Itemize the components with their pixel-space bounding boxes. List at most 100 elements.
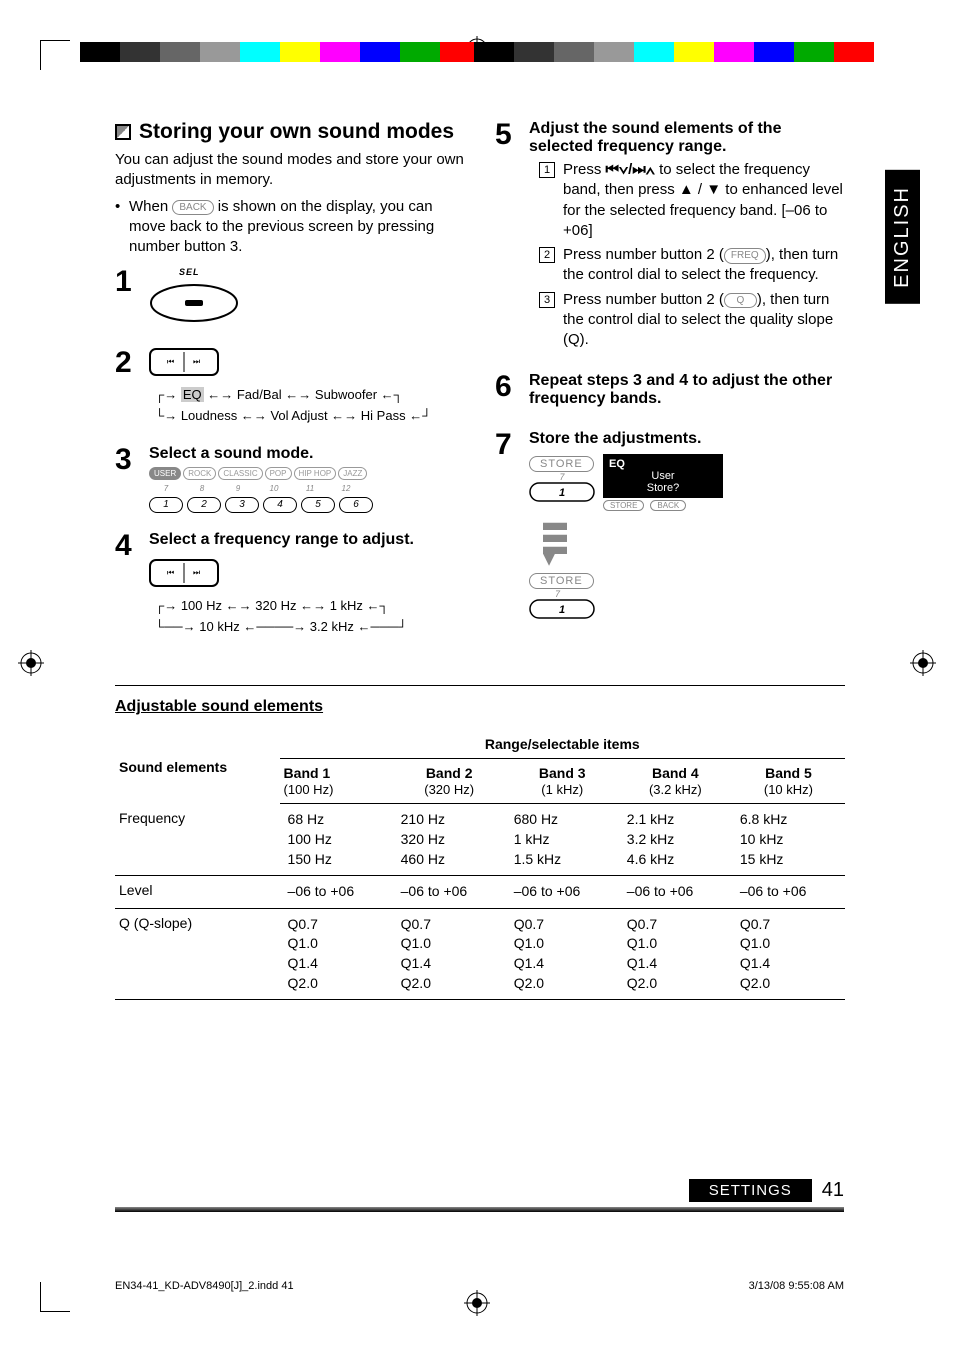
mode-pill: USER [149,467,181,480]
step-number: 7 [495,430,519,624]
lcd-btn-back: BACK [650,500,686,511]
table-cell: –06 to +06 [506,876,619,909]
mode-pill: ROCK [183,467,216,480]
sel-label: SEL [179,267,465,277]
num-button: 5 [301,497,335,513]
step-5: 5 Adjust the sound elements of the selec… [495,120,845,354]
step-number: 3 [115,445,139,513]
registration-mark-icon [464,1290,490,1316]
table-cell: –06 to +06 [280,876,393,909]
step-6: 6 Repeat steps 3 and 4 to adjust the oth… [495,372,845,412]
step-2: 2 ⏮⏭ ┌→ EQ ←→ Fad/Bal ←→ Subwoofer ←┐ └→… [115,348,465,427]
substep-1: 1 Press ⏮∨/⏭∧ to select the frequency ba… [529,160,845,241]
freq-flow: ┌→ 100 Hz ←→ 320 Hz ←→ 1 kHz ←┐ └──→ 10 … [149,596,465,638]
mode-row: USERROCKCLASSICPOPHIP HOPJAZZ [149,467,465,480]
color-bar [474,42,874,62]
step-3: 3 Select a sound mode. USERROCKCLASSICPO… [115,445,465,513]
flow-item: Hi Pass [361,408,406,423]
flow-item: 320 Hz [255,598,296,613]
mode-num-row: 789101112 [149,484,465,493]
footer-section-label: SETTINGS [689,1179,812,1202]
registration-mark-icon [18,650,44,676]
svg-text:1: 1 [559,487,565,499]
heading-text: Storing your own sound modes [139,120,454,144]
store-pill: STORE [529,573,594,589]
step-number: 1 [115,267,139,330]
mode-num-label: 10 [257,484,291,493]
num-button: 2 [187,497,221,513]
row-label: Q (Q-slope) [115,908,280,999]
back-pill-icon: BACK [172,200,213,216]
language-tab: ENGLISH [885,170,920,304]
mode-pill: CLASSIC [218,467,262,480]
crop-mark [40,40,70,70]
lcd-display: EQ User Store? STORE BACK [603,454,723,511]
intro-text: You can adjust the sound modes and store… [115,150,465,191]
mode-pill: HIP HOP [294,467,337,480]
step-7: 7 Store the adjustments. STORE 7 1 EQ Us… [495,430,845,624]
step-1: 1 SEL [115,267,465,330]
mode-pill: POP [265,467,292,480]
store-group: STORE 7 1 [529,454,595,507]
color-bar [80,42,480,62]
mode-num-label: 11 [293,484,327,493]
section-heading: Storing your own sound modes [115,120,465,144]
substep-number: 2 [539,247,555,263]
table-cell: Q0.7Q1.0Q1.4Q2.0 [393,908,506,999]
flow-item: 1 kHz [330,598,363,613]
step-number: 2 [115,348,139,427]
mode-num-label: 12 [329,484,363,493]
nav-button-icon: ⏮⏭ [149,559,219,587]
substep-2: 2 Press number button 2 (FREQ), then tur… [529,245,845,286]
table-cell: 68 Hz100 Hz150 Hz [280,804,393,876]
table-cell: 210 Hz320 Hz460 Hz [393,804,506,876]
text: Press number button 2 ( [563,291,724,308]
table-cell: Q0.7Q1.0Q1.4Q2.0 [732,908,845,999]
table-cell: –06 to +06 [732,876,845,909]
nav-button-icon: ⏮⏭ [149,348,219,376]
freq-pill-icon: FREQ [724,248,766,264]
band-header: Band 3(1 kHz) [506,759,619,804]
lcd-btn-store: STORE [603,500,644,511]
store-num-label: 7 [555,589,845,599]
table-cell: Q0.7Q1.0Q1.4Q2.0 [506,908,619,999]
print-info: EN34-41_KD-ADV8490[J]_2.indd 41 3/13/08 … [115,1280,844,1292]
step-title: Select a sound mode. [149,445,465,463]
flow-item: 3.2 kHz [310,619,354,634]
page-footer: SETTINGS 41 [689,1179,844,1202]
lcd-line: User [609,470,717,482]
page-number: 41 [822,1179,844,1202]
step-title: Store the adjustments. [529,430,845,448]
flow-item: Vol Adjust [270,408,327,423]
crop-mark [40,1282,70,1312]
num-button-icon: 1 [529,482,595,502]
row-label: Level [115,876,280,909]
svg-text:⏮: ⏮ [167,357,174,366]
table-cell: Q0.7Q1.0Q1.4Q2.0 [280,908,393,999]
mode-num-label: 9 [221,484,255,493]
flow-item: 10 kHz [199,619,239,634]
mode-num-label: 7 [149,484,183,493]
print-date: 3/13/08 9:55:08 AM [749,1280,844,1292]
text: Press [563,161,606,178]
col-header: Sound elements [115,730,280,804]
divider [115,685,845,686]
svg-text:⏮: ⏮ [167,568,174,577]
row-label: Frequency [115,804,280,876]
step-number: 4 [115,531,139,638]
footer-rule [115,1207,844,1212]
down-arrows-icon: ▬▬▬▾ [543,517,845,565]
q-pill-icon: Q [724,293,757,309]
band-header: Band 1(100 Hz) [280,759,393,804]
mode-num-label: 8 [185,484,219,493]
table-cell: 6.8 kHz10 kHz15 kHz [732,804,845,876]
step-title: Select a frequency range to adjust. [149,531,465,549]
back-note: When BACK is shown on the display, you c… [115,197,465,258]
num-button: 6 [339,497,373,513]
flow-item: Subwoofer [315,387,377,402]
svg-text:1: 1 [559,604,565,616]
flow-item: Loudness [181,408,237,423]
table-cell: –06 to +06 [393,876,506,909]
table-cell: –06 to +06 [619,876,732,909]
step-number: 5 [495,120,519,354]
